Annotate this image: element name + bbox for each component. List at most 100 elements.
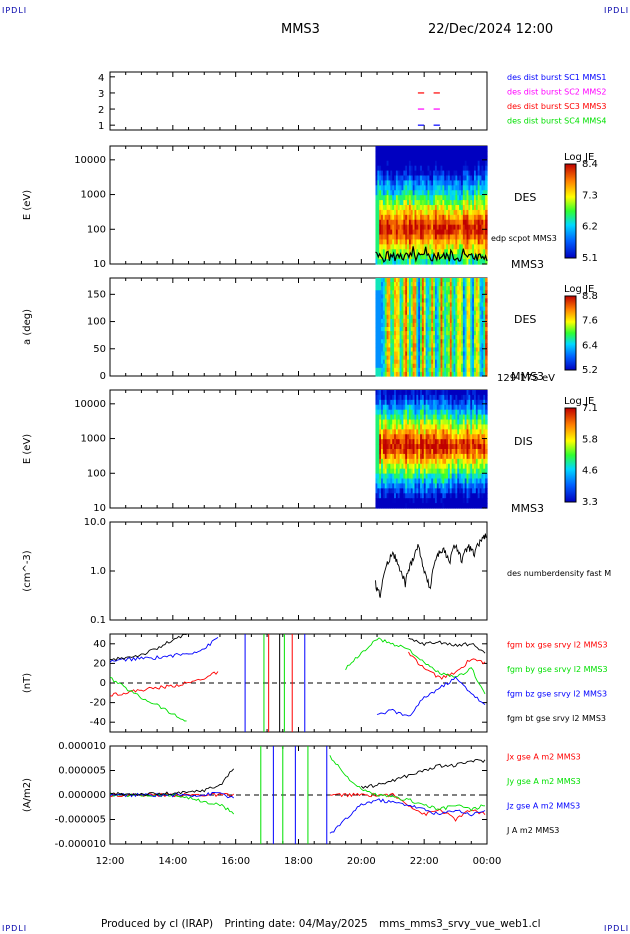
heatmap-cell [470,165,473,172]
heatmap-cell [429,259,432,265]
heatmap-cell [468,244,471,250]
heatmap-cell [431,224,434,231]
heatmap-cell [377,444,380,450]
heatmap-cell [446,146,449,152]
heatmap-cell [392,209,395,216]
heatmap-cell [453,290,457,295]
heatmap-cell [405,351,408,357]
heatmap-cell [466,278,470,283]
heatmap-cell [440,429,443,435]
heatmap-cell [405,473,408,480]
heatmap-cell [377,424,380,430]
heatmap-cell [388,190,391,196]
heatmap-cell [472,453,475,460]
heatmap-cell [475,331,479,336]
heatmap-cell [382,449,386,455]
heatmap-cell [420,239,423,245]
heatmap-cell [455,335,458,340]
heatmap-cell [408,390,412,396]
heatmap-cell [388,239,391,245]
heatmap-cell [459,195,462,201]
heatmap-cell [460,239,464,245]
heatmap-cell [431,449,434,455]
heatmap-cell [442,254,445,260]
heatmap-cell [403,409,406,416]
heatmap-cell [386,239,390,245]
heatmap-cell [381,290,384,295]
heatmap-cell [429,160,432,167]
heatmap-cell [377,249,380,255]
heatmap-cell [460,468,464,475]
heatmap-cell [423,473,427,480]
heatmap-cell [420,419,423,426]
heatmap-cell [442,278,445,283]
heatmap-cell [394,414,397,421]
heatmap-cell [407,347,410,353]
heatmap-cell [462,190,466,196]
heatmap-cell [464,286,468,291]
heatmap-cell [418,294,421,300]
heatmap-cell [388,363,391,369]
heatmap-cell [485,367,488,373]
heatmap-cell [433,234,436,241]
heatmap-cell [375,390,378,396]
heatmap-cell [457,331,460,336]
heatmap-cell [388,414,391,421]
heatmap-cell [444,302,447,308]
heatmap-cell [399,424,403,430]
heatmap-cell [470,409,473,416]
heatmap-cell [446,214,449,221]
heatmap-cell [377,239,380,245]
heatmap-cell [473,306,477,312]
y-tick-label: 0 [100,678,106,689]
heatmap-cell [423,185,427,191]
heatmap-cell [444,249,447,255]
heatmap-cell [410,200,414,206]
heatmap-cell [382,394,386,401]
heatmap-cell [433,224,436,231]
heatmap-cell [375,239,378,245]
heatmap-cell [375,394,378,401]
heatmap-cell [433,394,436,401]
heatmap-cell [381,259,384,265]
heatmap-cell [401,286,404,291]
heatmap-cell [440,363,443,369]
heatmap-cell [460,229,464,236]
heatmap-cell [390,290,393,295]
heatmap-cell [481,205,484,211]
heatmap-cell [403,190,406,196]
heatmap-cell [401,306,404,312]
heatmap-cell [405,331,408,336]
heatmap-cell [397,429,401,435]
heatmap-cell [401,498,404,504]
heatmap-cell [462,278,466,283]
heatmap-cell [455,150,458,157]
heatmap-cell [421,449,425,455]
heatmap-cell [442,200,445,206]
heatmap-cell [410,493,414,499]
heatmap-cell [436,190,440,196]
heatmap-cell [390,367,393,373]
heatmap-cell [431,327,434,332]
heatmap-cell [375,453,378,460]
heatmap-cell [438,367,442,373]
heatmap-cell [416,367,419,373]
heatmap-cell [449,394,453,401]
heatmap-cell [392,239,395,245]
heatmap-cell [397,351,401,357]
heatmap-cell [405,190,408,196]
heatmap-cell [477,359,481,365]
heatmap-cell [447,150,451,157]
heatmap-cell [449,294,453,300]
heatmap-cell [399,234,403,241]
heatmap-cell [382,219,386,226]
heatmap-cell [485,165,488,172]
heatmap-cell [395,503,399,509]
heatmap-cell [442,424,445,430]
heatmap-cell [472,399,475,406]
heatmap-cell [481,165,484,172]
heatmap-cell [460,286,464,291]
heatmap-cell [464,478,468,485]
heatmap-cell [386,155,390,162]
heatmap-cell [468,439,471,445]
